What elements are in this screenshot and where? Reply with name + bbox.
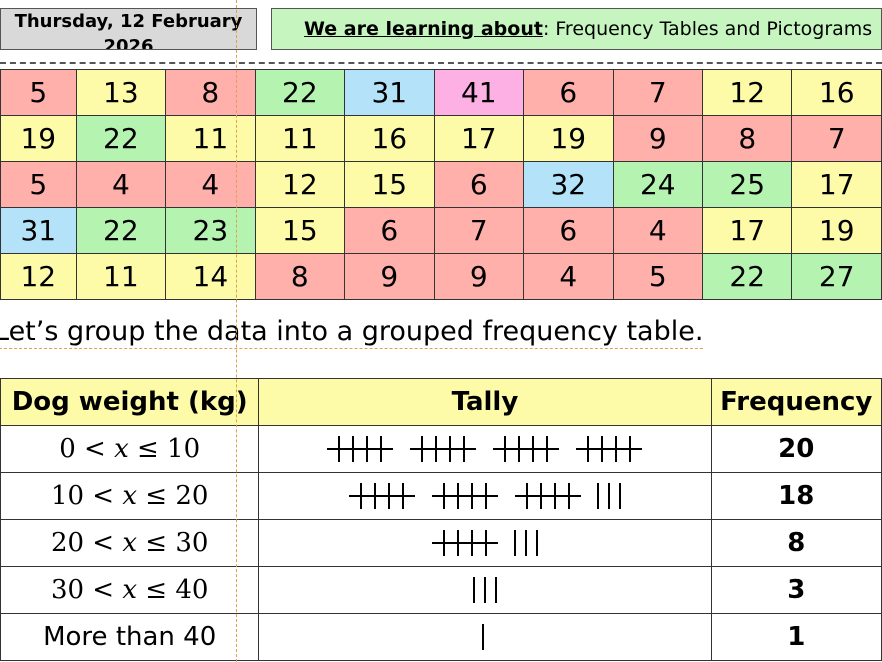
data-cell: 8 bbox=[701, 115, 793, 162]
data-row: 19 22 11 11 16 17 19 9 8 7 bbox=[0, 115, 882, 162]
data-cell: 4 bbox=[75, 161, 167, 208]
frequency-value: 3 bbox=[710, 566, 882, 614]
tally-marks bbox=[327, 436, 643, 462]
data-cell: 17 bbox=[791, 161, 882, 208]
header-frequency: Frequency bbox=[710, 378, 882, 426]
header-dog-weight: Dog weight (kg) bbox=[0, 378, 260, 426]
weight-group: 10 < 𝑥 ≤ 20 bbox=[0, 472, 260, 520]
data-cell: 6 bbox=[344, 207, 435, 254]
data-cell: 17 bbox=[701, 207, 793, 254]
data-cell: 5 bbox=[0, 161, 77, 208]
frequency-row: 20 < 𝑥 ≤ 30 8 bbox=[0, 519, 882, 567]
data-row: 5 4 4 12 15 6 32 24 25 17 bbox=[0, 161, 882, 208]
data-cell: 27 bbox=[791, 253, 882, 300]
data-cell: 6 bbox=[523, 69, 614, 116]
date-text: Thursday, 12 February 2026 bbox=[14, 11, 243, 50]
data-cell: 11 bbox=[75, 253, 167, 300]
data-cell: 19 bbox=[791, 207, 882, 254]
data-cell: 5 bbox=[612, 253, 704, 300]
data-cell: 4 bbox=[523, 253, 614, 300]
date-box: Thursday, 12 February 2026 bbox=[0, 8, 257, 50]
data-cell: 19 bbox=[0, 115, 77, 162]
tally-cell bbox=[258, 566, 712, 614]
data-cell: 6 bbox=[433, 161, 525, 208]
data-cell: 9 bbox=[612, 115, 704, 162]
grouped-frequency-table: Dog weight (kg) Tally Frequency 0 < 𝑥 ≤ … bbox=[0, 378, 882, 661]
tally-cell bbox=[258, 613, 712, 661]
header-tally: Tally bbox=[258, 378, 712, 426]
data-cell: 5 bbox=[0, 69, 77, 116]
data-cell: 7 bbox=[433, 207, 525, 254]
instruction-sentence: Let’s group the data into a grouped freq… bbox=[0, 316, 704, 349]
tally-marks bbox=[481, 624, 484, 650]
frequency-table-header: Dog weight (kg) Tally Frequency bbox=[0, 378, 882, 426]
data-cell: 23 bbox=[165, 207, 256, 254]
data-cell: 11 bbox=[165, 115, 256, 162]
data-cell: 7 bbox=[791, 115, 882, 162]
data-cell: 4 bbox=[165, 161, 256, 208]
frequency-row: More than 40 1 bbox=[0, 613, 882, 661]
data-cell: 7 bbox=[612, 69, 704, 116]
objective-lead: We are learning about bbox=[304, 18, 543, 40]
data-cell: 6 bbox=[523, 207, 614, 254]
data-cell: 19 bbox=[523, 115, 614, 162]
data-row: 31 22 23 15 6 7 6 4 17 19 bbox=[0, 207, 882, 254]
data-cell: 9 bbox=[344, 253, 435, 300]
frequency-row: 30 < 𝑥 ≤ 40 3 bbox=[0, 566, 882, 614]
data-row: 5 13 8 22 31 41 6 7 12 16 bbox=[0, 69, 882, 116]
tally-cell bbox=[258, 472, 712, 520]
data-cell: 14 bbox=[165, 253, 256, 300]
data-cell: 31 bbox=[344, 69, 435, 116]
data-cell: 15 bbox=[254, 207, 346, 254]
data-cell: 22 bbox=[701, 253, 793, 300]
data-cell: 12 bbox=[0, 253, 77, 300]
frequency-row: 10 < 𝑥 ≤ 20 18 bbox=[0, 472, 882, 520]
frequency-value: 20 bbox=[710, 425, 882, 473]
data-cell: 9 bbox=[433, 253, 525, 300]
data-cell: 17 bbox=[433, 115, 525, 162]
tally-cell bbox=[258, 519, 712, 567]
dashed-divider bbox=[0, 62, 882, 64]
tally-marks bbox=[472, 577, 497, 603]
data-cell: 11 bbox=[254, 115, 346, 162]
tally-marks bbox=[349, 483, 622, 509]
data-cell: 32 bbox=[523, 161, 614, 208]
weight-group: 20 < 𝑥 ≤ 30 bbox=[0, 519, 260, 567]
data-cell: 13 bbox=[75, 69, 167, 116]
dog-weight-data-grid: 5 13 8 22 31 41 6 7 12 16 19 22 11 11 16 17 19 9 8 7 5 4 4 12 15… bbox=[0, 69, 882, 300]
frequency-value: 18 bbox=[710, 472, 882, 520]
frequency-value: 1 bbox=[710, 613, 882, 661]
data-cell: 8 bbox=[254, 253, 346, 300]
data-cell: 12 bbox=[254, 161, 346, 208]
data-cell: 8 bbox=[165, 69, 256, 116]
tally-marks bbox=[432, 530, 539, 556]
data-cell: 31 bbox=[0, 207, 77, 254]
data-cell: 4 bbox=[612, 207, 704, 254]
weight-group: 0 < 𝑥 ≤ 10 bbox=[0, 425, 260, 473]
data-cell: 16 bbox=[791, 69, 882, 116]
data-cell: 25 bbox=[701, 161, 793, 208]
data-cell: 41 bbox=[433, 69, 525, 116]
data-cell: 24 bbox=[612, 161, 704, 208]
data-cell: 22 bbox=[75, 115, 167, 162]
weight-group: More than 40 bbox=[0, 613, 260, 661]
tally-cell bbox=[258, 425, 712, 473]
frequency-value: 8 bbox=[710, 519, 882, 567]
data-cell: 22 bbox=[75, 207, 167, 254]
data-row: 12 11 14 8 9 9 4 5 22 27 bbox=[0, 253, 882, 300]
data-cell: 16 bbox=[344, 115, 435, 162]
data-cell: 12 bbox=[701, 69, 793, 116]
learning-objective-box: We are learning about: Frequency Tables … bbox=[271, 8, 882, 50]
data-cell: 15 bbox=[344, 161, 435, 208]
weight-group: 30 < 𝑥 ≤ 40 bbox=[0, 566, 260, 614]
data-cell: 22 bbox=[254, 69, 346, 116]
frequency-row: 0 < 𝑥 ≤ 10 20 bbox=[0, 425, 882, 473]
objective-text: : Frequency Tables and Pictograms bbox=[542, 18, 873, 40]
